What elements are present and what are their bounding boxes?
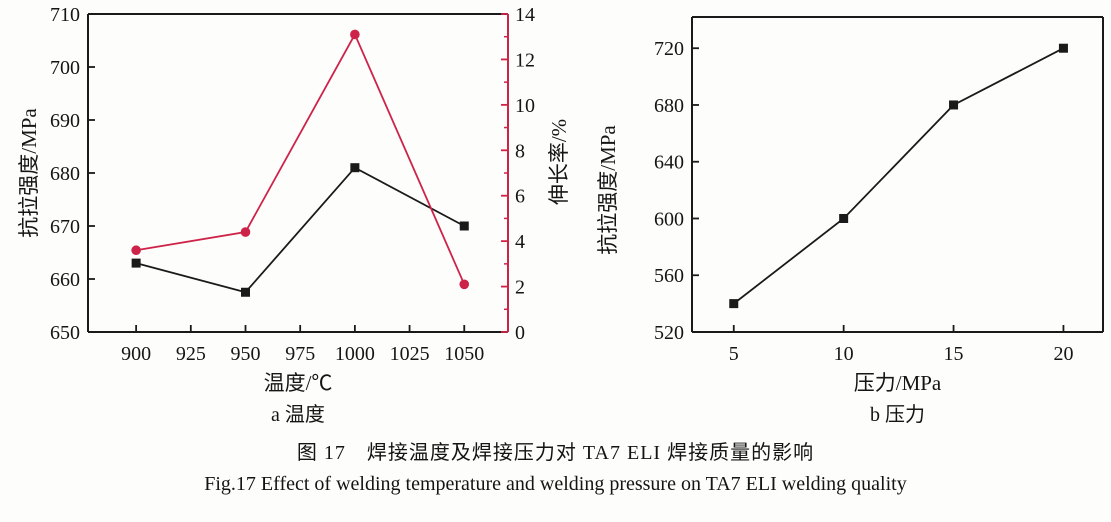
y-tick-label-left: 640 [654, 152, 684, 174]
x-tick-label: 1000 [335, 343, 375, 365]
y-tick-label-right: 8 [515, 140, 525, 162]
figure-caption: 图 17 焊接温度及焊接压力对 TA7 ELI 焊接质量的影响 Fig.17 E… [0, 438, 1111, 500]
y-tick-label-left: 660 [50, 269, 80, 291]
x-tick-label: 5 [729, 343, 739, 365]
x-tick-label: 1025 [390, 343, 430, 365]
y-tick-label-left: 710 [50, 4, 80, 26]
data-point-elongation [131, 245, 141, 256]
data-point-tensile-strength [350, 163, 360, 173]
y-tick-label-left: 650 [50, 322, 80, 344]
y-axis-title-left: 抗拉强度/MPa [596, 125, 620, 255]
y-tick-label-left: 600 [654, 208, 684, 230]
series-line-tensile-strength [733, 47, 1064, 305]
caption-english: Fig.17 Effect of welding temperature and… [204, 473, 907, 495]
x-tick-label: 950 [231, 343, 261, 365]
y-tick-label-right: 0 [515, 322, 525, 344]
y-tick-label-left: 520 [654, 322, 684, 344]
y-tick-label-left: 560 [654, 265, 684, 287]
x-tick-label: 20 [1053, 343, 1073, 365]
y-tick-label-left: 720 [654, 38, 684, 60]
chart-pressure: 5 10 15 20 520 560 600 640 680 720 压力/MPa b 压力 抗拉强度/… [596, 16, 1104, 426]
data-point-tensile-strength [131, 258, 141, 268]
y-tick-label-right: 12 [515, 49, 535, 71]
y-tick-label-right: 10 [515, 95, 535, 117]
x-tick-label: 10 [834, 343, 854, 365]
y-tick-label-left: 680 [654, 95, 684, 117]
data-point-tensile-strength [729, 299, 739, 309]
data-point-elongation [459, 279, 470, 290]
y-tick-label-left: 670 [50, 216, 80, 238]
y-tick-label-left: 680 [50, 163, 80, 185]
x-axis-title: 温度/℃ [264, 371, 333, 395]
x-tick-label: 925 [176, 343, 206, 365]
panel-sublabel: b 压力 [870, 403, 925, 426]
data-point-elongation [350, 29, 360, 40]
chart-temperature: 900 925 950 975 1000 1025 10506506606706806907… [17, 4, 571, 426]
caption-chinese: 图 17 焊接温度及焊接压力对 TA7 ELI 焊接质量的影响 [296, 442, 815, 464]
data-point-elongation [240, 227, 251, 237]
panel-sublabel: a 温度 [271, 403, 325, 426]
y-tick-label-right: 6 [515, 186, 525, 208]
y-axis-title-right: 伸长率/% [547, 119, 571, 205]
data-point-tensile-strength [1058, 43, 1068, 53]
data-point-tensile-strength [241, 287, 250, 297]
y-tick-label-left: 700 [50, 57, 80, 79]
series-line-tensile-strength [135, 166, 465, 294]
y-axis-title-left: 抗拉强度/MPa [17, 108, 41, 238]
x-axis-title: 压力/MPa [854, 371, 942, 395]
series-line-elongation [135, 32, 466, 285]
data-point-tensile-strength [839, 213, 849, 223]
x-tick-label: 975 [285, 343, 315, 365]
y-tick-label-right: 4 [515, 231, 525, 253]
x-tick-label: 1050 [444, 343, 484, 365]
y-tick-label-left: 690 [50, 110, 80, 132]
x-tick-label: 900 [121, 343, 151, 365]
y-tick-label-right: 14 [515, 4, 535, 26]
data-point-tensile-strength [949, 100, 959, 110]
y-tick-label-right: 2 [515, 277, 525, 299]
x-tick-label: 15 [944, 343, 964, 365]
data-point-tensile-strength [459, 221, 469, 231]
